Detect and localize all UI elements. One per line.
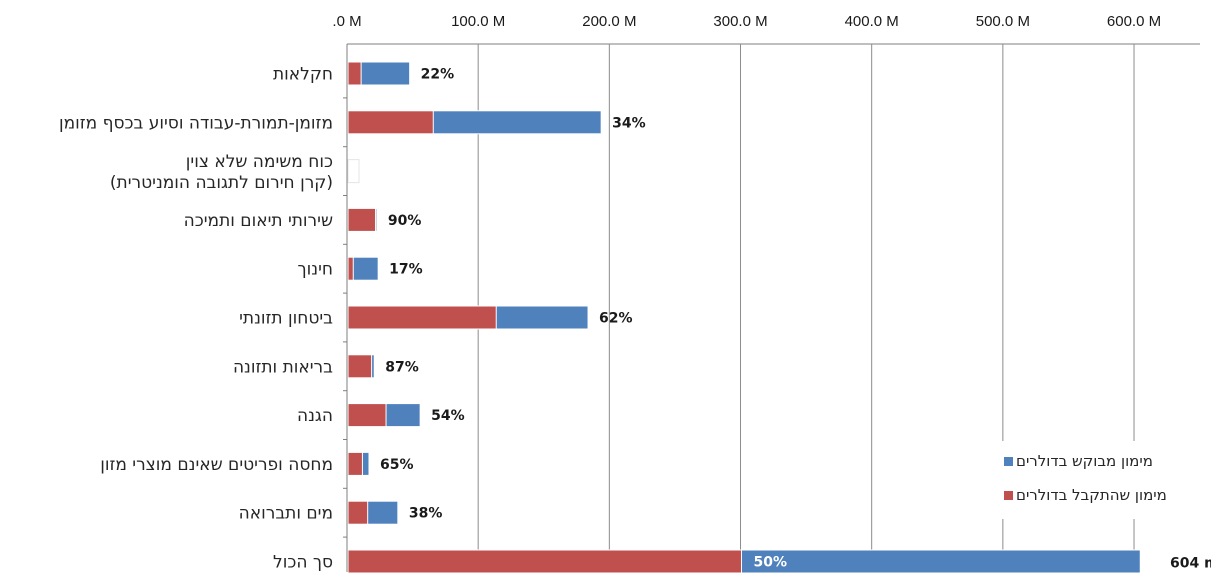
- legend-label: מימון שהתקבל בדולרים: [1016, 486, 1167, 504]
- category-label: מים ותברואה: [239, 504, 333, 524]
- bar-percent-label: 22%: [421, 67, 455, 83]
- bar-percent-label: 50%: [754, 555, 788, 571]
- bar-received: [347, 305, 497, 330]
- bar-received: [347, 256, 354, 281]
- bar-empty-placeholder: [347, 159, 360, 184]
- bar-percent-label: 65%: [380, 457, 414, 473]
- category-label: חקלאות: [273, 65, 333, 85]
- bar-percent-label: 62%: [599, 311, 633, 327]
- bar-received: [347, 354, 373, 379]
- bar-percent-label: 87%: [385, 359, 419, 375]
- bar-percent-label: 54%: [431, 408, 465, 424]
- x-tick-label: 600.0 M: [1107, 13, 1161, 30]
- bar-received: [347, 403, 387, 428]
- bar-received: [347, 61, 362, 86]
- legend-box: [995, 441, 1205, 519]
- category-label: מזומן-תמורת-עבודה וסיוע בכסף מזומן: [59, 113, 333, 133]
- total-label: 604 m: [1170, 556, 1211, 572]
- category-label: מחסה ופריטים שאינם מוצרי מזון: [100, 455, 333, 475]
- bars: [347, 61, 1141, 574]
- bar-labels: 22% 34% 90% 17% 62% 87% 54% 65% 38% 50% 604 m: [380, 67, 1211, 572]
- x-axis-ticks: .0 M 100.0 M 200.0 M 300.0 M 400.0 M 500.0 M 6…: [332, 13, 1161, 30]
- bar-percent-label: 17%: [389, 262, 423, 278]
- bar-received: [347, 549, 743, 574]
- legend-swatch: [1004, 457, 1013, 466]
- category-label: חינוך: [298, 260, 333, 280]
- x-tick-label: 100.0 M: [451, 13, 505, 30]
- category-label: שירותי תיאום ותמיכה: [184, 211, 333, 231]
- legend-swatch: [1004, 491, 1013, 500]
- x-tick-label: .0 M: [332, 13, 361, 30]
- x-tick-label: 500.0 M: [976, 13, 1030, 30]
- category-labels: חקלאות מזומן-תמורת-עבודה וסיוע בכסף מזומן…: [59, 65, 333, 573]
- bar-received: [347, 451, 363, 476]
- category-label: ביטחון תזונתי: [239, 309, 333, 329]
- x-tick-label: 200.0 M: [582, 13, 636, 30]
- category-label: הגנה: [297, 406, 333, 426]
- legend-label: מימון מבוקש בדולרים: [1016, 452, 1153, 470]
- bar-received: [347, 207, 377, 232]
- x-tick-label: 400.0 M: [845, 13, 899, 30]
- category-label: (קרן חירום לתגובה הומניטרית): [110, 173, 333, 193]
- bar-percent-label: 38%: [409, 506, 443, 522]
- legend: מימון מבוקש בדולרים מימון שהתקבל בדולרים: [995, 441, 1205, 519]
- category-label: בריאות ותזונה: [233, 357, 333, 377]
- category-label: סך הכול: [273, 553, 333, 573]
- bar-received: [347, 500, 369, 525]
- x-tick-label: 300.0 M: [713, 13, 767, 30]
- bar-percent-label: 34%: [612, 115, 646, 131]
- category-label: כוח משימה שלא צוין: [186, 152, 333, 172]
- bar-percent-label: 90%: [388, 213, 422, 229]
- bar-received: [347, 110, 434, 135]
